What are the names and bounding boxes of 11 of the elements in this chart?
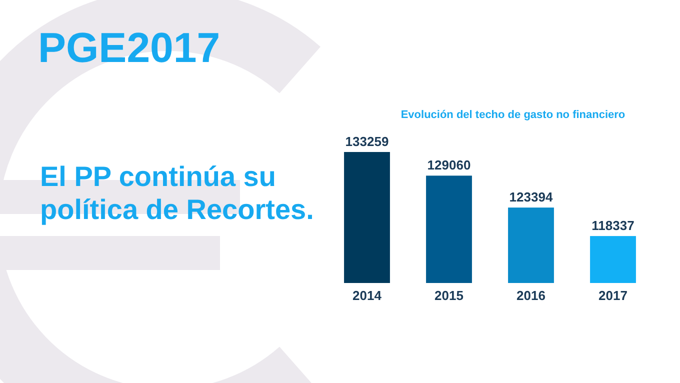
x-tick-label: 2017 — [598, 288, 628, 303]
data-label: 123394 — [509, 190, 554, 205]
chart-subtitle: Evolución del techo de gasto no financiero — [400, 109, 626, 121]
data-label: 129060 — [427, 158, 471, 173]
x-tick-label: 2014 — [352, 288, 382, 303]
text: El PP continúa su política de Recortes. — [40, 161, 314, 225]
x-tick-label: 2015 — [434, 288, 464, 303]
data-label: 133259 — [345, 134, 389, 149]
data-label: 118337 — [592, 218, 634, 234]
x-tick-label: 2016 — [516, 288, 546, 303]
chart-title: PGE2017 — [38, 24, 220, 71]
